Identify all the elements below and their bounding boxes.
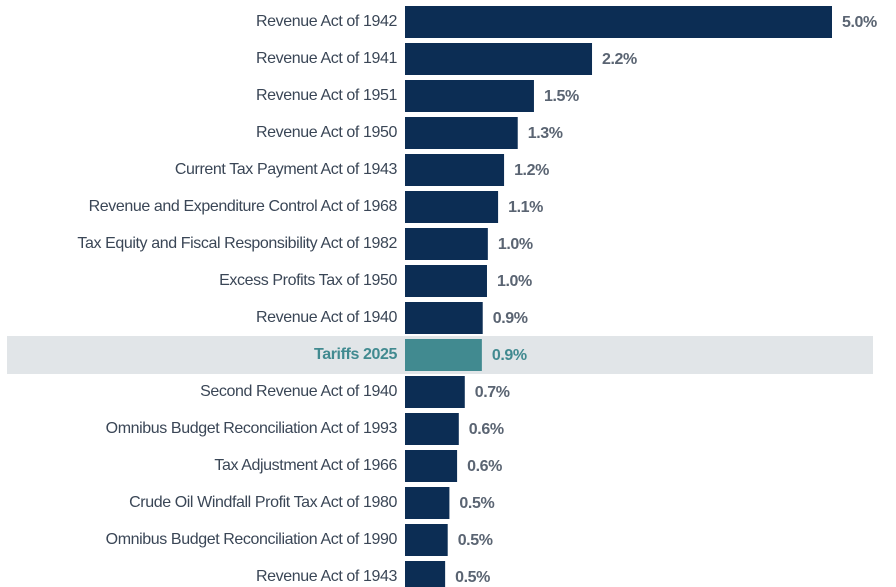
category-label: Omnibus Budget Reconciliation Act of 199… xyxy=(106,420,398,437)
bar xyxy=(405,117,518,149)
bar xyxy=(405,43,593,75)
bar xyxy=(405,339,482,371)
value-label: 0.6% xyxy=(467,458,502,475)
category-label: Revenue Act of 1942 xyxy=(256,13,397,30)
category-label: Revenue Act of 1943 xyxy=(256,568,397,585)
category-label: Revenue Act of 1941 xyxy=(256,50,397,67)
value-label: 1.0% xyxy=(498,236,533,253)
category-label: Revenue Act of 1951 xyxy=(256,87,397,104)
bar xyxy=(405,154,505,186)
category-label: Tariffs 2025 xyxy=(314,346,397,363)
bar xyxy=(405,265,487,297)
category-label: Crude Oil Windfall Profit Tax Act of 198… xyxy=(129,494,397,511)
category-label: Omnibus Budget Reconciliation Act of 199… xyxy=(106,531,398,548)
bar xyxy=(405,450,458,482)
value-label: 0.7% xyxy=(475,384,510,401)
value-label: 1.5% xyxy=(544,88,579,105)
value-label: 0.5% xyxy=(459,495,494,512)
bar xyxy=(405,376,465,408)
value-label: 0.9% xyxy=(493,310,528,327)
category-label: Revenue Act of 1950 xyxy=(256,124,397,141)
bar xyxy=(405,487,450,519)
value-label: 1.0% xyxy=(497,273,532,290)
value-label: 0.5% xyxy=(455,569,490,586)
value-label: 0.9% xyxy=(492,347,527,364)
bar xyxy=(405,80,534,112)
bar xyxy=(405,302,483,334)
category-label: Tax Equity and Fiscal Responsibility Act… xyxy=(77,235,397,252)
bar xyxy=(405,6,832,38)
value-label: 1.2% xyxy=(514,162,549,179)
category-label: Second Revenue Act of 1940 xyxy=(200,383,397,400)
category-label: Current Tax Payment Act of 1943 xyxy=(175,161,398,178)
category-label: Tax Adjustment Act of 1966 xyxy=(214,457,397,474)
value-label: 1.1% xyxy=(508,199,543,216)
value-label: 5.0% xyxy=(842,14,877,31)
category-label: Revenue and Expenditure Control Act of 1… xyxy=(89,198,398,215)
bar xyxy=(405,524,448,556)
bar xyxy=(405,561,446,587)
bar xyxy=(405,191,499,223)
bar xyxy=(405,413,459,445)
value-label: 0.5% xyxy=(458,532,493,549)
value-label: 0.6% xyxy=(469,421,504,438)
bar xyxy=(405,228,488,260)
category-label: Excess Profits Tax of 1950 xyxy=(219,272,397,289)
value-label: 1.3% xyxy=(528,125,563,142)
value-label: 2.2% xyxy=(602,51,637,68)
category-label: Revenue Act of 1940 xyxy=(256,309,397,326)
